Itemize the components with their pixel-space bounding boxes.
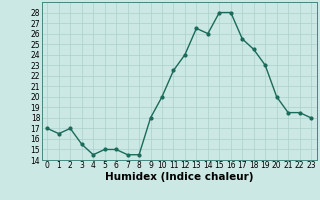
X-axis label: Humidex (Indice chaleur): Humidex (Indice chaleur)	[105, 172, 253, 182]
